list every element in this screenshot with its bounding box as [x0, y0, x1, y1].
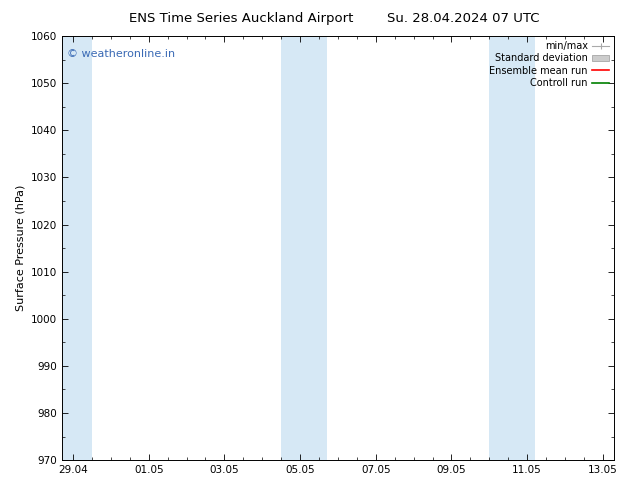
Bar: [281, 36, 327, 460]
Text: © weatheronline.in: © weatheronline.in: [67, 49, 176, 59]
Text: Su. 28.04.2024 07 UTC: Su. 28.04.2024 07 UTC: [387, 12, 539, 25]
Bar: [489, 36, 534, 460]
Y-axis label: Surface Pressure (hPa): Surface Pressure (hPa): [15, 185, 25, 311]
Bar: [61, 36, 92, 460]
Text: ENS Time Series Auckland Airport: ENS Time Series Auckland Airport: [129, 12, 353, 25]
Legend: min/max, Standard deviation, Ensemble mean run, Controll run: min/max, Standard deviation, Ensemble me…: [489, 41, 609, 88]
